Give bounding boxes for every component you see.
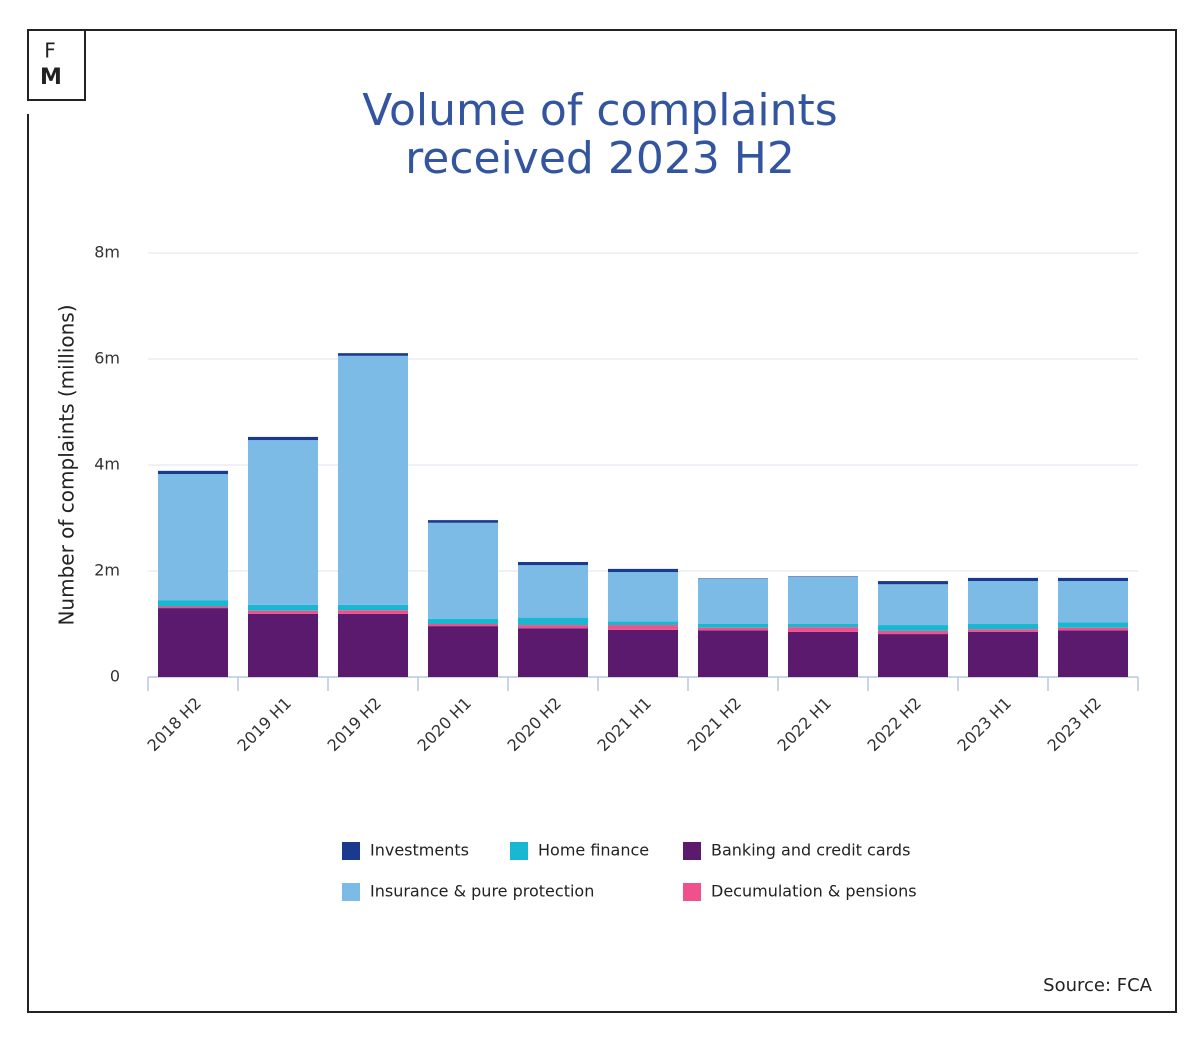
- x-tick-label: 2019 H2: [323, 694, 385, 756]
- bar-segment: [968, 631, 1038, 677]
- bar-segment: [878, 584, 948, 626]
- bar-segment: [788, 576, 858, 577]
- x-tick-label: 2022 H1: [773, 694, 835, 756]
- bar-segment: [788, 627, 858, 632]
- bar-segment: [698, 578, 768, 579]
- bar-segment: [1058, 622, 1128, 628]
- bar-segment: [878, 581, 948, 585]
- bar-segment: [248, 613, 318, 677]
- legend-swatch: [510, 842, 528, 860]
- bar-segment: [158, 470, 228, 475]
- bar-segment: [338, 604, 408, 611]
- bar-segment: [788, 624, 858, 628]
- bar-segment: [878, 630, 948, 635]
- bar-segment: [428, 626, 498, 677]
- bar-segment: [338, 610, 408, 614]
- bar-segment: [248, 604, 318, 611]
- x-tick-label: 2023 H1: [953, 694, 1015, 756]
- x-tick-label: 2021 H2: [683, 694, 745, 756]
- bar-segment: [518, 625, 588, 629]
- legend-swatch: [342, 883, 360, 901]
- bar-segment: [878, 634, 948, 677]
- bar-segment: [1058, 581, 1128, 623]
- bar-segment: [608, 625, 678, 630]
- x-tick-label: 2019 H1: [233, 694, 295, 756]
- bar-segment: [248, 440, 318, 605]
- x-tick-label: 2020 H2: [503, 694, 565, 756]
- bar-segment: [338, 613, 408, 677]
- bar-segment: [698, 627, 768, 631]
- chart-title: Volume of complaints: [362, 85, 837, 136]
- chart-title: received 2023 H2: [405, 133, 795, 184]
- legend-label: Home finance: [538, 841, 649, 860]
- y-tick-label: 4m: [94, 455, 120, 474]
- x-tick-label: 2022 H2: [863, 694, 925, 756]
- legend-swatch: [342, 842, 360, 860]
- logo-box: [27, 29, 86, 101]
- legend-swatch: [683, 883, 701, 901]
- bar-segment: [428, 618, 498, 624]
- bar-segment: [338, 355, 408, 605]
- logo-text: M: [40, 65, 62, 90]
- bar-segment: [788, 631, 858, 677]
- y-tick-label: 8m: [94, 243, 120, 262]
- x-tick-label: 2020 H1: [413, 694, 475, 756]
- y-axis-label: Number of complaints (millions): [55, 304, 79, 625]
- bar-segment: [428, 520, 498, 523]
- frame: [27, 29, 1177, 1013]
- bar-segment: [518, 617, 588, 626]
- bar-segment: [338, 353, 408, 356]
- bar-segment: [608, 629, 678, 677]
- bar-segment: [608, 572, 678, 622]
- bar-segment: [968, 624, 1038, 630]
- legend-label: Insurance & pure protection: [370, 882, 594, 901]
- bar-segment: [248, 436, 318, 441]
- legend-label: Decumulation & pensions: [711, 882, 917, 901]
- bar-segment: [1058, 627, 1128, 631]
- bar-segment: [788, 576, 858, 624]
- bar-segment: [698, 578, 768, 624]
- legend-label: Investments: [370, 841, 469, 860]
- bar-segment: [698, 624, 768, 628]
- x-tick-label: 2021 H1: [593, 694, 655, 756]
- bar-segment: [428, 522, 498, 619]
- x-tick-label: 2018 H2: [143, 694, 205, 756]
- y-tick-label: 6m: [94, 349, 120, 368]
- bar-segment: [158, 474, 228, 601]
- bar-segment: [1058, 577, 1128, 582]
- bar-segment: [518, 628, 588, 677]
- bar-segment: [518, 565, 588, 618]
- logo-text: F: [44, 39, 56, 63]
- bar-segment: [968, 581, 1038, 624]
- bar-segment: [878, 625, 948, 631]
- bar-segment: [158, 600, 228, 607]
- bar-segment: [968, 577, 1038, 582]
- bar-segment: [158, 606, 228, 609]
- source: Source: FCA: [1043, 975, 1153, 996]
- bar-segment: [428, 624, 498, 627]
- bar-segment: [248, 610, 318, 614]
- bar-segment: [1058, 630, 1128, 677]
- legend-swatch: [683, 842, 701, 860]
- bar-segment: [698, 630, 768, 677]
- legend-label: Banking and credit cards: [711, 841, 910, 860]
- bar-segment: [968, 629, 1038, 632]
- bar-segment: [608, 568, 678, 573]
- bar-segment: [518, 561, 588, 566]
- bar-segment: [608, 621, 678, 626]
- y-tick-label: 2m: [94, 561, 120, 580]
- x-tick-label: 2023 H2: [1043, 694, 1105, 756]
- y-tick-label: 0: [110, 667, 120, 686]
- bar-segment: [158, 608, 228, 677]
